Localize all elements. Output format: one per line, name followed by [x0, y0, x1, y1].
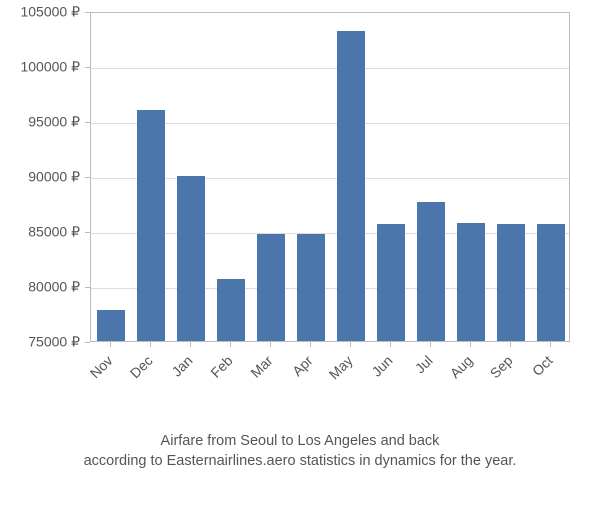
x-tick-mark	[510, 342, 511, 347]
y-tick-label: 90000 ₽	[0, 169, 80, 186]
x-tick-mark	[190, 342, 191, 347]
x-tick-mark	[110, 342, 111, 347]
airfare-chart: 75000 ₽ 80000 ₽ 85000 ₽ 90000 ₽ 95000 ₽ 10000…	[0, 0, 600, 500]
x-tick-mark	[550, 342, 551, 347]
bar	[377, 224, 405, 341]
x-tick-mark	[390, 342, 391, 347]
bar	[417, 202, 445, 341]
bar	[217, 279, 245, 341]
bar	[457, 223, 485, 341]
y-tick-mark	[85, 342, 90, 343]
y-tick-label: 100000 ₽	[0, 59, 80, 76]
caption-line-1: Airfare from Seoul to Los Angeles and ba…	[161, 433, 440, 449]
bar	[297, 234, 325, 341]
x-tick-label: Aug	[323, 352, 476, 505]
chart-caption: Airfare from Seoul to Los Angeles and ba…	[0, 432, 600, 471]
y-tick-mark	[85, 122, 90, 123]
bar	[177, 176, 205, 341]
caption-line-2: according to Easternairlines.aero statis…	[84, 453, 517, 469]
y-tick-label: 85000 ₽	[0, 224, 80, 241]
bar	[537, 224, 565, 341]
y-tick-mark	[85, 177, 90, 178]
y-tick-label: 105000 ₽	[0, 4, 80, 21]
grid-line	[91, 68, 569, 69]
x-tick-mark	[270, 342, 271, 347]
bar	[137, 110, 165, 341]
y-tick-label: 95000 ₽	[0, 114, 80, 131]
bar	[497, 224, 525, 341]
x-tick-label: Sep	[363, 352, 516, 505]
x-tick-mark	[350, 342, 351, 347]
y-tick-label: 80000 ₽	[0, 279, 80, 296]
bar	[97, 310, 125, 341]
x-tick-label: Oct	[403, 352, 556, 505]
x-tick-mark	[310, 342, 311, 347]
x-tick-mark	[230, 342, 231, 347]
bar	[257, 234, 285, 341]
y-tick-label: 75000 ₽	[0, 334, 80, 351]
x-tick-mark	[150, 342, 151, 347]
y-tick-mark	[85, 287, 90, 288]
y-tick-mark	[85, 12, 90, 13]
y-tick-mark	[85, 67, 90, 68]
x-tick-mark	[430, 342, 431, 347]
bar	[337, 31, 365, 341]
plot-area	[90, 12, 570, 342]
y-tick-mark	[85, 232, 90, 233]
x-tick-mark	[470, 342, 471, 347]
